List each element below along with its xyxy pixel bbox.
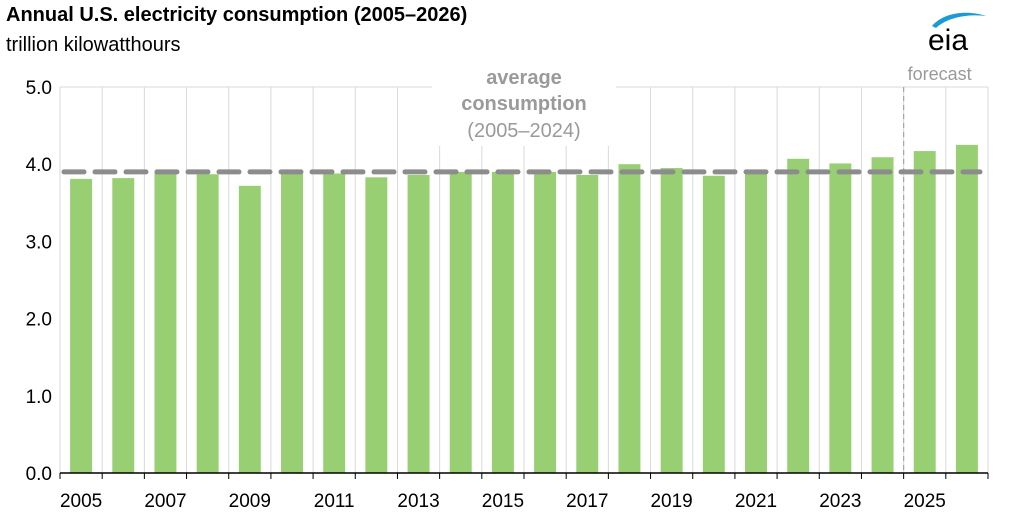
x-tick-label: 2013 [397,491,439,512]
bar-2023 [829,163,852,474]
x-tick-label: 2015 [482,491,524,512]
bar-2020 [702,175,725,473]
bar-2008 [196,174,219,473]
labels-layer: 0.0 1.0 2.0 3.0 4.0 5.0 2005 2007 2009 2011 2013 20… [26,62,972,512]
logo-swoosh [932,12,986,28]
average-label-line: consumption [461,93,587,115]
bar-2018 [618,164,641,473]
x-tick-label: 2009 [229,491,271,512]
bar-2011 [323,173,346,474]
bar-2010 [281,172,303,473]
y-tick-label: 2.0 [26,310,52,331]
bar-2017 [576,175,599,473]
y-tick-label: 0.0 [26,464,52,485]
bar-2015 [491,171,514,474]
x-tick-label: 2023 [819,491,861,512]
chart-title: Annual U.S. electricity consumption (200… [6,4,468,26]
average-label-line: (2005–2024) [467,120,580,142]
y-tick-label: 4.0 [26,155,52,176]
bar-2009 [238,185,261,474]
bar-2024 [871,157,894,473]
bar-2019 [660,168,683,473]
bar-2005 [70,178,93,474]
bar-2012 [365,177,388,473]
bar-2021 [745,169,767,473]
average-label-line: average [486,67,562,89]
x-tick-label: 2017 [566,491,608,512]
y-tick-label: 5.0 [26,78,52,99]
eia-logo: eia [928,12,986,56]
grid-layer [59,86,989,473]
x-tick-label: 2011 [314,491,355,512]
bar-2016 [534,171,557,474]
y-tick-label: 1.0 [26,387,52,408]
bars-layer [70,144,978,474]
axis-layer [59,472,989,479]
x-tick-label: 2007 [144,491,186,512]
chart-subtitle: trillion kilowatthours [6,34,181,56]
logo-text: eia [928,24,968,56]
y-tick-label: 3.0 [26,232,52,253]
forecast-label: forecast [908,64,972,84]
bar-2006 [112,178,135,473]
x-tick-label: 2019 [650,491,692,512]
bar-2026 [955,144,978,473]
bar-2014 [449,171,472,474]
average-label-background [432,62,616,146]
x-tick-label: 2021 [735,491,777,512]
bar-2025 [913,151,936,474]
bar-2022 [787,158,810,473]
x-tick-label: 2025 [904,491,946,512]
x-tick-label: 2005 [60,491,102,512]
bar-2013 [407,175,430,473]
bar-2007 [154,172,177,473]
